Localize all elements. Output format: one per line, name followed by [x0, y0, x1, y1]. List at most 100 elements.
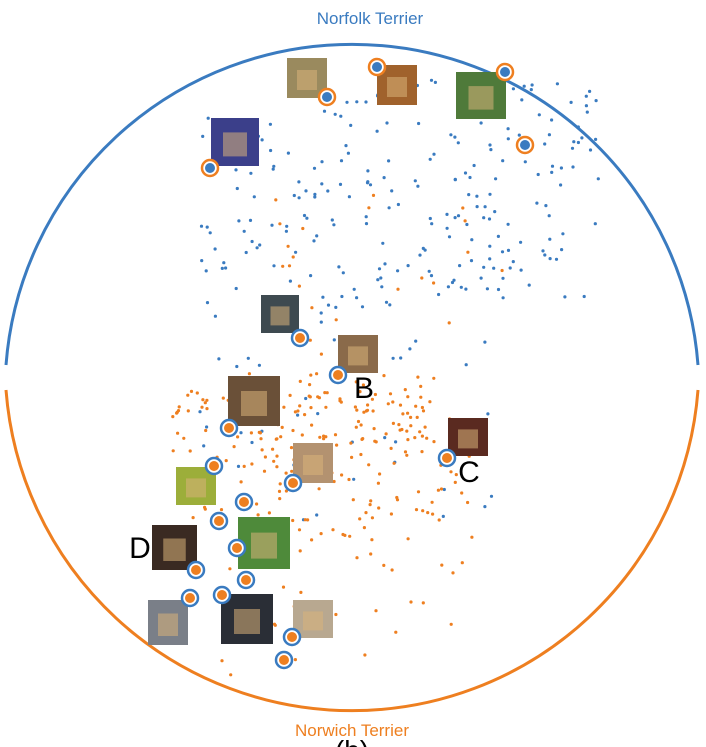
- point: [326, 303, 331, 307]
- point: [437, 518, 441, 522]
- point: [429, 274, 434, 278]
- point: [246, 356, 250, 360]
- point: [310, 538, 314, 542]
- point: [208, 231, 212, 235]
- point: [374, 609, 378, 613]
- point: [280, 425, 284, 429]
- point: [297, 180, 301, 184]
- thumbnail-highlight: [163, 538, 186, 561]
- point: [569, 100, 573, 104]
- point: [561, 232, 565, 236]
- point: [420, 450, 424, 454]
- marker: [214, 516, 224, 526]
- point: [297, 528, 302, 532]
- point: [257, 363, 261, 367]
- point: [228, 567, 232, 571]
- point: [186, 393, 190, 397]
- marker: [232, 543, 242, 553]
- point: [588, 89, 592, 93]
- point: [281, 585, 286, 589]
- thumbnail-highlight: [303, 611, 323, 631]
- point: [182, 436, 186, 440]
- point: [584, 94, 588, 98]
- point: [489, 494, 494, 498]
- point: [203, 507, 207, 511]
- point: [389, 446, 393, 450]
- point: [400, 427, 404, 432]
- point: [358, 390, 362, 394]
- point: [236, 464, 241, 468]
- point: [369, 552, 373, 556]
- point: [221, 396, 225, 400]
- point: [452, 278, 456, 282]
- point: [468, 175, 472, 180]
- point: [383, 262, 387, 266]
- point: [355, 408, 359, 412]
- point: [269, 148, 273, 153]
- point: [428, 216, 432, 221]
- point: [300, 433, 304, 437]
- caption: (b): [335, 735, 369, 747]
- point: [377, 506, 381, 510]
- marker: [191, 565, 201, 575]
- point: [352, 287, 356, 291]
- point: [333, 433, 338, 437]
- point: [441, 514, 445, 519]
- point: [201, 398, 205, 402]
- point: [392, 461, 396, 465]
- point: [258, 431, 262, 435]
- point: [582, 294, 586, 299]
- point: [453, 480, 457, 484]
- thumbnail-highlight: [468, 86, 494, 110]
- point: [405, 453, 409, 457]
- point: [371, 193, 376, 197]
- point: [256, 513, 260, 517]
- point: [334, 612, 338, 617]
- point: [382, 176, 386, 180]
- point: [299, 590, 303, 595]
- point: [409, 415, 413, 419]
- point: [351, 498, 355, 502]
- point: [368, 503, 372, 507]
- point: [428, 400, 432, 404]
- point: [366, 403, 370, 407]
- point: [255, 246, 259, 250]
- point: [286, 151, 290, 155]
- point: [360, 437, 364, 441]
- point: [272, 459, 276, 463]
- point: [421, 409, 426, 413]
- point: [268, 122, 272, 126]
- point: [403, 450, 408, 454]
- point: [316, 412, 320, 416]
- point: [408, 347, 412, 351]
- point: [593, 222, 597, 226]
- thumbnails: [148, 58, 506, 645]
- point: [548, 237, 552, 241]
- point: [559, 183, 563, 187]
- point: [362, 526, 366, 530]
- marker: [205, 163, 215, 173]
- point: [237, 219, 241, 223]
- point: [511, 260, 515, 264]
- point: [440, 563, 444, 567]
- point: [560, 248, 564, 252]
- point: [334, 318, 338, 322]
- point: [310, 306, 314, 310]
- point: [275, 437, 279, 441]
- point: [529, 88, 533, 92]
- point: [413, 436, 417, 440]
- thumbnail-highlight: [348, 346, 368, 366]
- point: [429, 78, 434, 82]
- point: [297, 196, 301, 200]
- markers: [180, 57, 535, 670]
- marker: [372, 62, 382, 72]
- point: [286, 244, 290, 248]
- point: [338, 182, 343, 186]
- point: [390, 568, 394, 572]
- point: [195, 391, 199, 395]
- point: [496, 287, 501, 292]
- point: [475, 205, 479, 209]
- point: [278, 497, 282, 501]
- point: [571, 165, 575, 169]
- point: [308, 383, 312, 387]
